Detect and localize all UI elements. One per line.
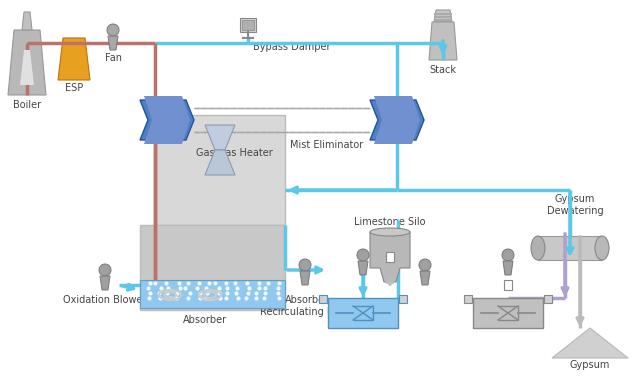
Circle shape	[99, 264, 111, 276]
Circle shape	[299, 259, 311, 271]
Text: Oxidation Blower: Oxidation Blower	[63, 295, 147, 305]
Polygon shape	[140, 100, 194, 140]
Polygon shape	[205, 150, 235, 175]
Polygon shape	[473, 298, 543, 328]
FancyBboxPatch shape	[240, 18, 256, 32]
Polygon shape	[552, 328, 628, 358]
Text: Absorber
Recirculating Pump: Absorber Recirculating Pump	[260, 295, 355, 317]
Polygon shape	[370, 232, 410, 282]
Ellipse shape	[595, 236, 609, 260]
Circle shape	[502, 249, 514, 261]
Polygon shape	[544, 295, 552, 303]
Polygon shape	[538, 236, 602, 260]
Text: Boiler: Boiler	[13, 100, 41, 110]
Circle shape	[107, 24, 119, 36]
Polygon shape	[140, 280, 285, 308]
Polygon shape	[144, 96, 190, 144]
Polygon shape	[319, 295, 327, 303]
Text: Gas Gas Heater: Gas Gas Heater	[196, 148, 273, 158]
Polygon shape	[22, 12, 32, 30]
Polygon shape	[108, 36, 118, 50]
Text: Fan: Fan	[104, 53, 122, 63]
FancyBboxPatch shape	[504, 280, 512, 290]
Circle shape	[419, 259, 431, 271]
Polygon shape	[328, 298, 398, 328]
FancyBboxPatch shape	[242, 20, 254, 30]
Polygon shape	[58, 38, 90, 80]
Polygon shape	[140, 225, 285, 310]
Polygon shape	[399, 295, 407, 303]
Text: Mist Eliminator: Mist Eliminator	[290, 140, 364, 150]
Polygon shape	[503, 261, 513, 275]
Polygon shape	[358, 261, 368, 275]
Polygon shape	[434, 10, 452, 22]
Ellipse shape	[531, 236, 545, 260]
Text: Gypsum
Dewatering: Gypsum Dewatering	[547, 193, 604, 216]
Polygon shape	[155, 115, 285, 225]
Polygon shape	[205, 125, 235, 150]
FancyBboxPatch shape	[386, 252, 394, 262]
Polygon shape	[429, 22, 457, 60]
Text: Gypsum: Gypsum	[570, 360, 610, 370]
Text: Limestone Silo: Limestone Silo	[355, 217, 426, 227]
Polygon shape	[20, 50, 34, 85]
Text: Bypass Damper: Bypass Damper	[253, 42, 330, 52]
Polygon shape	[370, 100, 424, 140]
Polygon shape	[8, 30, 46, 95]
Text: Absorber: Absorber	[183, 315, 227, 325]
Polygon shape	[100, 276, 110, 290]
Polygon shape	[300, 271, 310, 285]
Polygon shape	[464, 295, 472, 303]
Text: Stack: Stack	[429, 65, 456, 75]
Text: ESP: ESP	[65, 83, 83, 93]
Ellipse shape	[370, 228, 410, 236]
Polygon shape	[420, 271, 430, 285]
Circle shape	[357, 249, 369, 261]
Polygon shape	[374, 96, 420, 144]
